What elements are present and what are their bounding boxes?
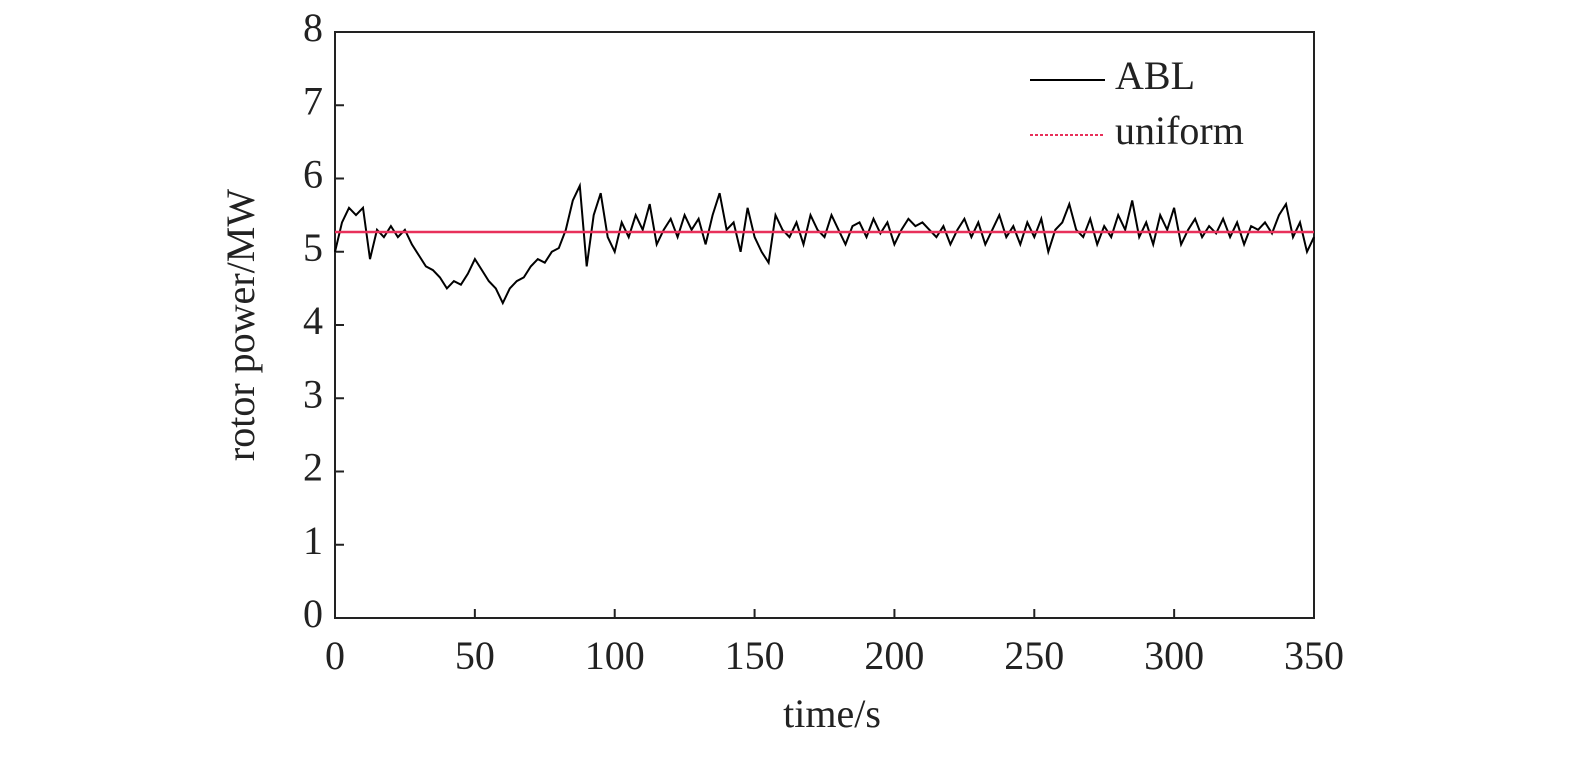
legend-label: uniform <box>1115 108 1244 153</box>
series-line <box>334 182 1315 306</box>
y-tick-label: 8 <box>303 5 323 50</box>
y-tick-label: 5 <box>303 225 323 270</box>
y-axis-label: rotor power/MW <box>218 189 263 461</box>
y-tick-label: 2 <box>303 445 323 490</box>
y-tick-label: 0 <box>303 591 323 636</box>
y-tick-label: 3 <box>303 371 323 416</box>
x-tick-label: 150 <box>725 633 785 678</box>
x-tick-label: 0 <box>325 633 345 678</box>
y-tick-label: 4 <box>303 298 323 343</box>
y-tick-label: 7 <box>303 78 323 123</box>
x-tick-label: 100 <box>585 633 645 678</box>
x-tick-label: 50 <box>455 633 495 678</box>
x-tick-label: 200 <box>864 633 924 678</box>
x-tick-label: 300 <box>1144 633 1204 678</box>
legend-label: ABL <box>1115 53 1195 98</box>
x-axis-label: time/s <box>783 691 881 736</box>
x-tick-label: 250 <box>1004 633 1064 678</box>
y-tick-label: 1 <box>303 518 323 563</box>
x-tick-label: 350 <box>1284 633 1344 678</box>
y-tick-label: 6 <box>303 152 323 197</box>
